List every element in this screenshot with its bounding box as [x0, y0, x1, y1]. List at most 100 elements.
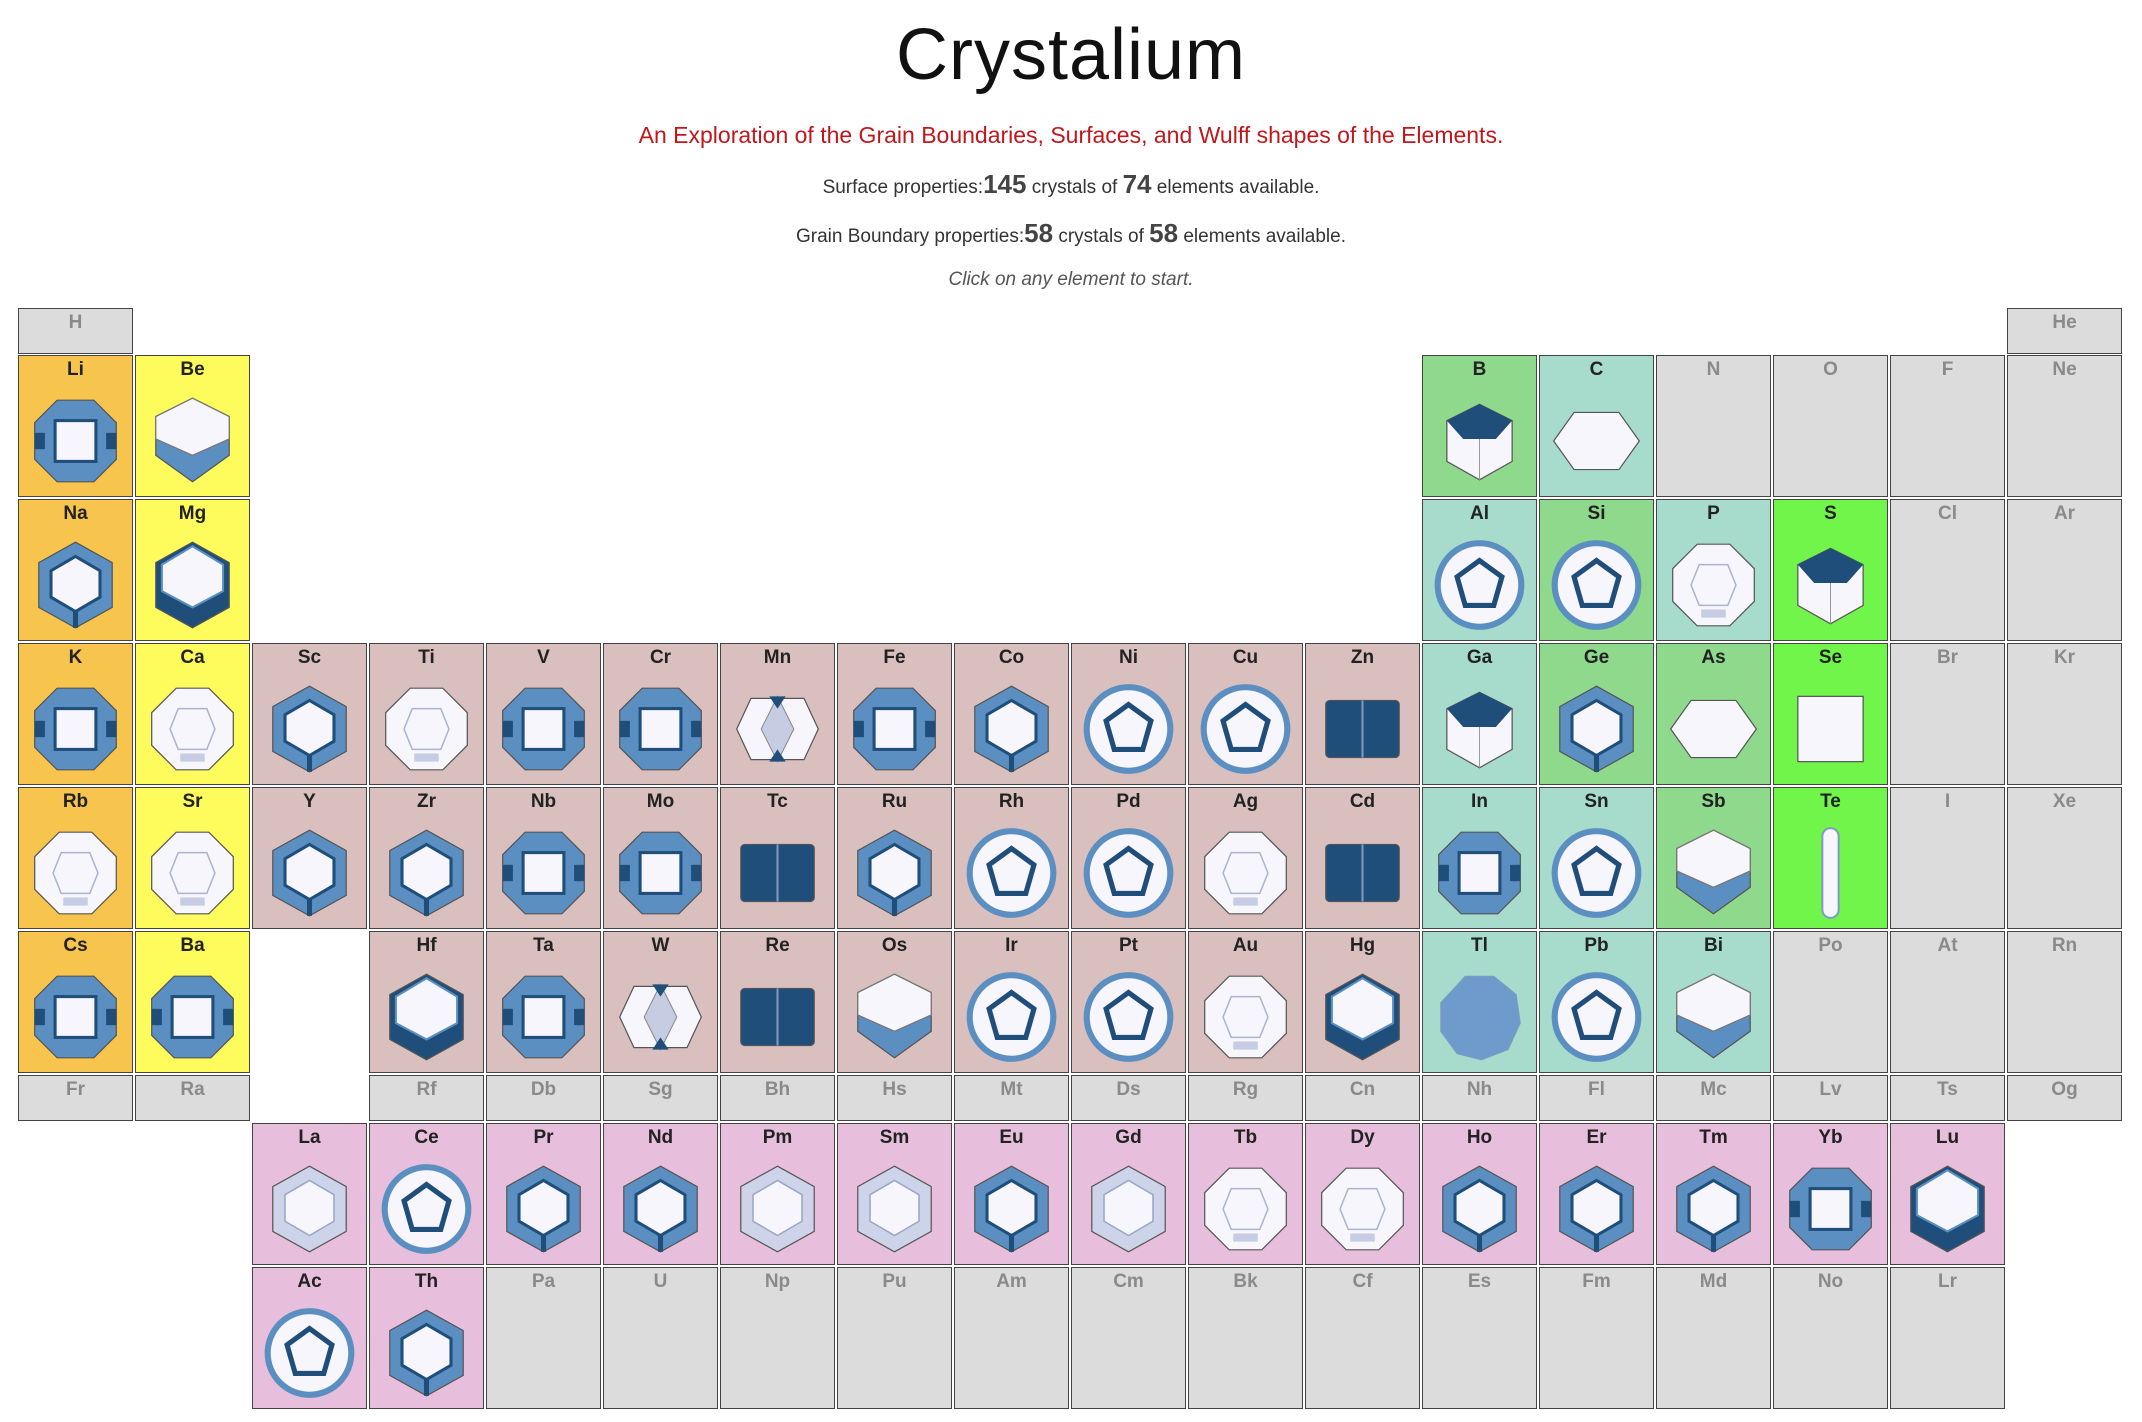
element-u[interactable]: U	[603, 1267, 718, 1409]
element-np[interactable]: Np	[720, 1267, 835, 1409]
element-ba[interactable]: Ba	[135, 931, 250, 1073]
element-ni[interactable]: Ni	[1071, 643, 1186, 785]
element-pm[interactable]: Pm	[720, 1123, 835, 1265]
element-at[interactable]: At	[1890, 931, 2005, 1073]
element-cr[interactable]: Cr	[603, 643, 718, 785]
element-hs[interactable]: Hs	[837, 1075, 952, 1121]
element-pb[interactable]: Pb	[1539, 931, 1654, 1073]
element-hf[interactable]: Hf	[369, 931, 484, 1073]
element-os[interactable]: Os	[837, 931, 952, 1073]
element-nd[interactable]: Nd	[603, 1123, 718, 1265]
element-ce[interactable]: Ce	[369, 1123, 484, 1265]
element-fe[interactable]: Fe	[837, 643, 952, 785]
element-ti[interactable]: Ti	[369, 643, 484, 785]
element-v[interactable]: V	[486, 643, 601, 785]
element-w[interactable]: W	[603, 931, 718, 1073]
element-ne[interactable]: Ne	[2007, 355, 2122, 497]
element-eu[interactable]: Eu	[954, 1123, 1069, 1265]
element-la[interactable]: La	[252, 1123, 367, 1265]
element-al[interactable]: Al	[1422, 499, 1537, 641]
element-pu[interactable]: Pu	[837, 1267, 952, 1409]
element-kr[interactable]: Kr	[2007, 643, 2122, 785]
element-au[interactable]: Au	[1188, 931, 1303, 1073]
element-f[interactable]: F	[1890, 355, 2005, 497]
element-ga[interactable]: Ga	[1422, 643, 1537, 785]
element-rh[interactable]: Rh	[954, 787, 1069, 929]
element-pt[interactable]: Pt	[1071, 931, 1186, 1073]
element-fm[interactable]: Fm	[1539, 1267, 1654, 1409]
element-es[interactable]: Es	[1422, 1267, 1537, 1409]
element-gd[interactable]: Gd	[1071, 1123, 1186, 1265]
element-cf[interactable]: Cf	[1305, 1267, 1420, 1409]
element-o[interactable]: O	[1773, 355, 1888, 497]
element-se[interactable]: Se	[1773, 643, 1888, 785]
element-hg[interactable]: Hg	[1305, 931, 1420, 1073]
element-nb[interactable]: Nb	[486, 787, 601, 929]
element-zr[interactable]: Zr	[369, 787, 484, 929]
element-li[interactable]: Li	[18, 355, 133, 497]
element-bk[interactable]: Bk	[1188, 1267, 1303, 1409]
element-fl[interactable]: Fl	[1539, 1075, 1654, 1121]
element-cd[interactable]: Cd	[1305, 787, 1420, 929]
element-sn[interactable]: Sn	[1539, 787, 1654, 929]
element-po[interactable]: Po	[1773, 931, 1888, 1073]
element-tb[interactable]: Tb	[1188, 1123, 1303, 1265]
element-mt[interactable]: Mt	[954, 1075, 1069, 1121]
element-th[interactable]: Th	[369, 1267, 484, 1409]
element-ho[interactable]: Ho	[1422, 1123, 1537, 1265]
element-s[interactable]: S	[1773, 499, 1888, 641]
element-h[interactable]: H	[18, 308, 133, 354]
element-ru[interactable]: Ru	[837, 787, 952, 929]
element-cl[interactable]: Cl	[1890, 499, 2005, 641]
element-lr[interactable]: Lr	[1890, 1267, 2005, 1409]
element-rg[interactable]: Rg	[1188, 1075, 1303, 1121]
element-er[interactable]: Er	[1539, 1123, 1654, 1265]
element-co[interactable]: Co	[954, 643, 1069, 785]
element-lu[interactable]: Lu	[1890, 1123, 2005, 1265]
element-sc[interactable]: Sc	[252, 643, 367, 785]
element-p[interactable]: P	[1656, 499, 1771, 641]
element-cm[interactable]: Cm	[1071, 1267, 1186, 1409]
element-am[interactable]: Am	[954, 1267, 1069, 1409]
element-sb[interactable]: Sb	[1656, 787, 1771, 929]
element-yb[interactable]: Yb	[1773, 1123, 1888, 1265]
element-cs[interactable]: Cs	[18, 931, 133, 1073]
element-sg[interactable]: Sg	[603, 1075, 718, 1121]
element-mo[interactable]: Mo	[603, 787, 718, 929]
element-zn[interactable]: Zn	[1305, 643, 1420, 785]
element-dy[interactable]: Dy	[1305, 1123, 1420, 1265]
element-c[interactable]: C	[1539, 355, 1654, 497]
element-tl[interactable]: Tl	[1422, 931, 1537, 1073]
element-ca[interactable]: Ca	[135, 643, 250, 785]
element-as[interactable]: As	[1656, 643, 1771, 785]
element-ts[interactable]: Ts	[1890, 1075, 2005, 1121]
element-ra[interactable]: Ra	[135, 1075, 250, 1121]
element-rb[interactable]: Rb	[18, 787, 133, 929]
element-na[interactable]: Na	[18, 499, 133, 641]
element-bh[interactable]: Bh	[720, 1075, 835, 1121]
element-no[interactable]: No	[1773, 1267, 1888, 1409]
element-n[interactable]: N	[1656, 355, 1771, 497]
element-ir[interactable]: Ir	[954, 931, 1069, 1073]
element-xe[interactable]: Xe	[2007, 787, 2122, 929]
element-i[interactable]: I	[1890, 787, 2005, 929]
element-tc[interactable]: Tc	[720, 787, 835, 929]
element-b[interactable]: B	[1422, 355, 1537, 497]
element-mn[interactable]: Mn	[720, 643, 835, 785]
element-ar[interactable]: Ar	[2007, 499, 2122, 641]
element-ag[interactable]: Ag	[1188, 787, 1303, 929]
element-md[interactable]: Md	[1656, 1267, 1771, 1409]
element-cu[interactable]: Cu	[1188, 643, 1303, 785]
element-fr[interactable]: Fr	[18, 1075, 133, 1121]
element-sr[interactable]: Sr	[135, 787, 250, 929]
element-re[interactable]: Re	[720, 931, 835, 1073]
element-db[interactable]: Db	[486, 1075, 601, 1121]
element-ds[interactable]: Ds	[1071, 1075, 1186, 1121]
element-tm[interactable]: Tm	[1656, 1123, 1771, 1265]
element-ta[interactable]: Ta	[486, 931, 601, 1073]
element-be[interactable]: Be	[135, 355, 250, 497]
element-pr[interactable]: Pr	[486, 1123, 601, 1265]
element-lv[interactable]: Lv	[1773, 1075, 1888, 1121]
element-si[interactable]: Si	[1539, 499, 1654, 641]
element-cn[interactable]: Cn	[1305, 1075, 1420, 1121]
